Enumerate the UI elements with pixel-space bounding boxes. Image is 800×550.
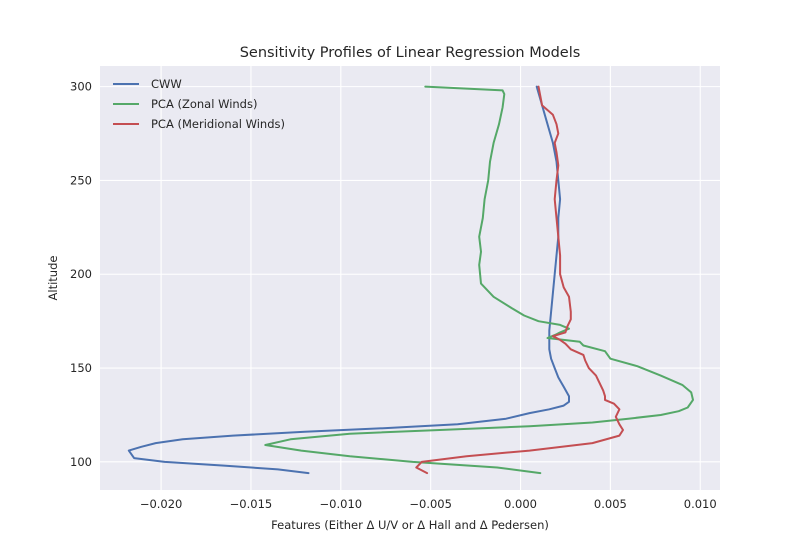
x-tick-labels: −0.020 −0.015 −0.010 −0.005 0.000 0.005 0.010 [140, 497, 717, 511]
series-lines [127, 85, 694, 475]
chart-title: Sensitivity Profiles of Linear Regressio… [240, 45, 581, 61]
series-line [415, 85, 624, 475]
legend-label: PCA (Zonal Winds) [151, 97, 257, 111]
legend-label: CWW [151, 77, 182, 91]
legend-label: PCA (Meridional Winds) [151, 117, 285, 131]
x-tick-label: 0.010 [684, 497, 717, 511]
x-tick-label: −0.015 [230, 497, 273, 511]
y-tick-labels: 100 150 200 250 300 [70, 80, 92, 469]
x-tick-label: −0.005 [409, 497, 452, 511]
x-axis-label: Features (Either Δ U/V or Δ Hall and Δ P… [271, 518, 549, 532]
y-tick-label: 200 [70, 267, 92, 281]
x-tick-label: 0.005 [594, 497, 627, 511]
x-tick-label: −0.010 [320, 497, 363, 511]
y-tick-label: 150 [70, 361, 92, 375]
y-axis-label: Altitude [46, 256, 60, 301]
x-tick-label: 0.000 [504, 497, 537, 511]
y-tick-label: 250 [70, 173, 92, 187]
series-line [127, 85, 570, 475]
y-tick-label: 300 [70, 80, 92, 94]
y-tick-label: 100 [70, 455, 92, 469]
legend: CWW PCA (Zonal Winds) PCA (Meridional Wind… [113, 77, 285, 131]
series-line [264, 85, 694, 475]
x-tick-label: −0.020 [140, 497, 183, 511]
grid [100, 66, 720, 490]
